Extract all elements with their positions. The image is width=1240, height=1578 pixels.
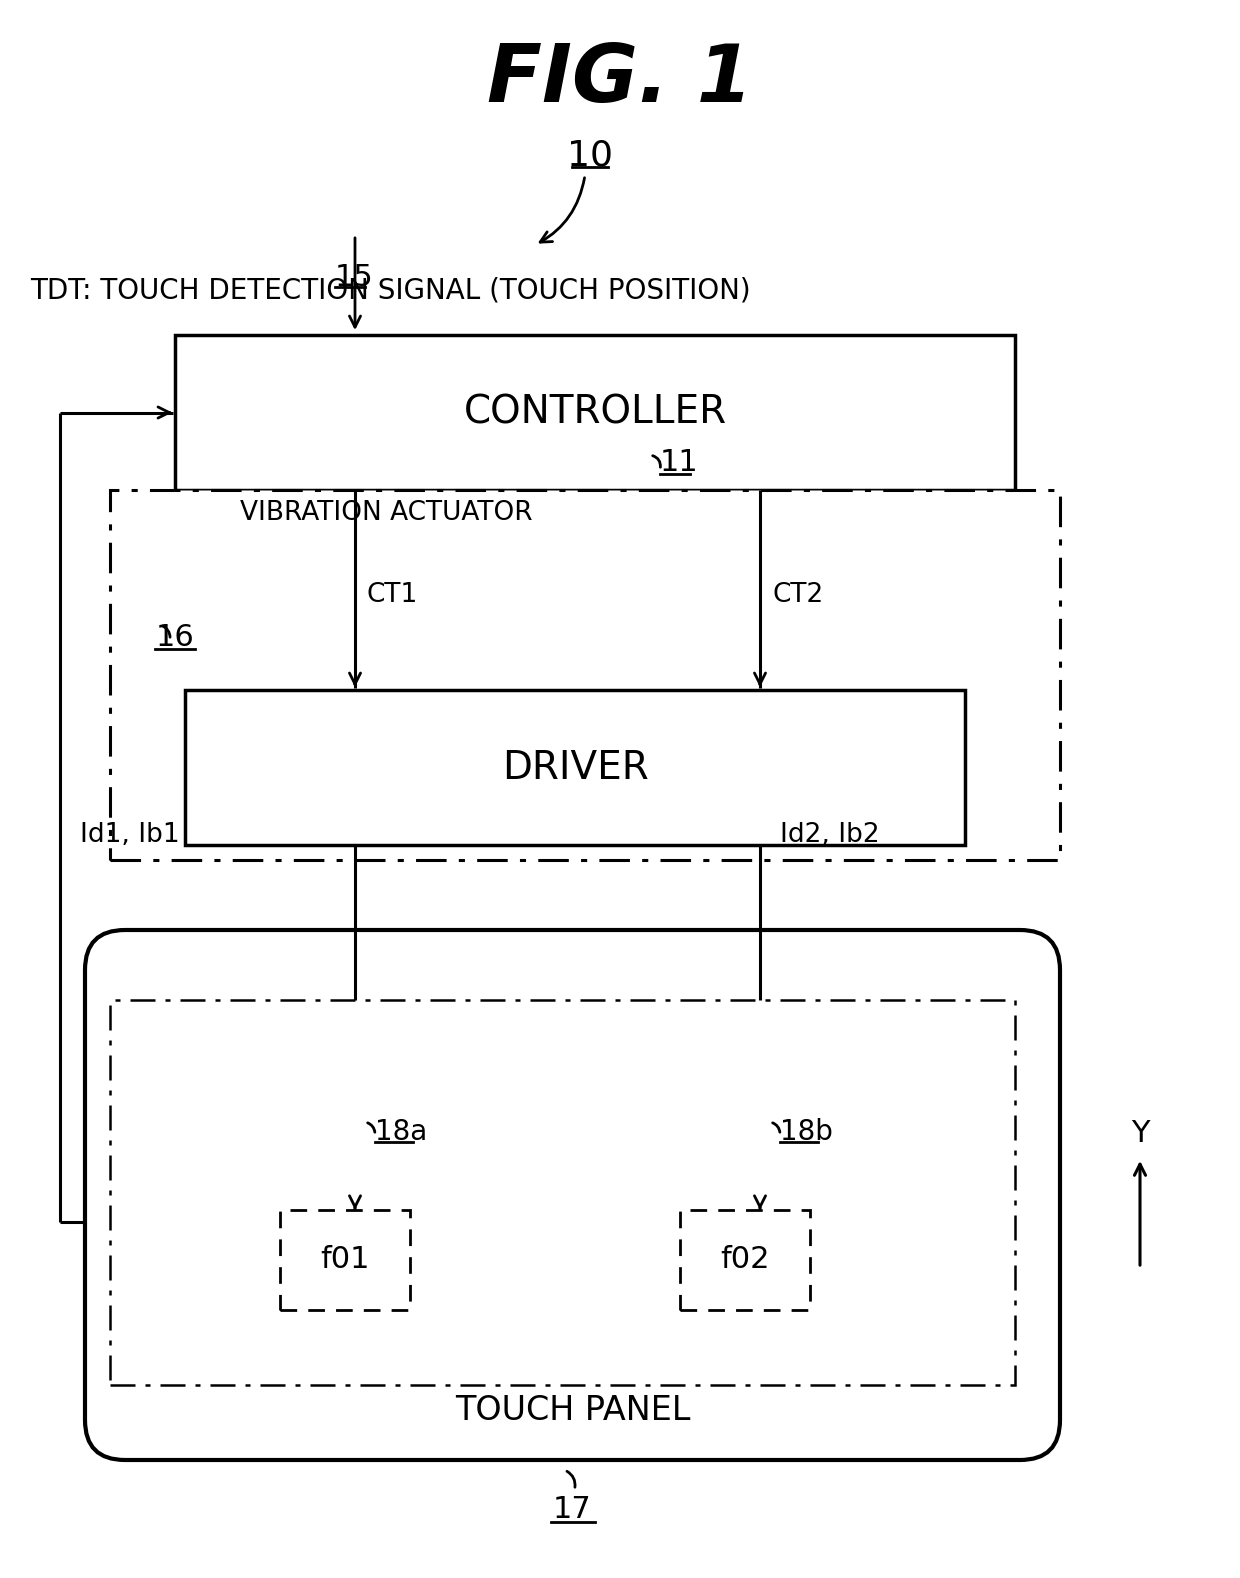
Text: Id2, Ib2: Id2, Ib2 xyxy=(780,822,879,847)
Text: TDT: TOUCH DETECTION SIGNAL (TOUCH POSITION): TDT: TOUCH DETECTION SIGNAL (TOUCH POSIT… xyxy=(30,276,750,305)
Text: 15: 15 xyxy=(335,262,373,292)
Bar xyxy=(110,491,1060,860)
Text: Id1, Ib1: Id1, Ib1 xyxy=(81,822,180,847)
Bar xyxy=(680,1210,810,1310)
Text: CT2: CT2 xyxy=(773,582,823,608)
Bar xyxy=(280,1210,410,1310)
Text: 18b: 18b xyxy=(780,1117,833,1146)
Text: f01: f01 xyxy=(320,1245,370,1275)
Bar xyxy=(175,335,1016,491)
FancyBboxPatch shape xyxy=(86,929,1060,1460)
Text: 17: 17 xyxy=(553,1496,591,1524)
Text: f02: f02 xyxy=(720,1245,770,1275)
Text: 10: 10 xyxy=(567,137,613,172)
Text: 11: 11 xyxy=(660,448,699,477)
Text: FIG. 1: FIG. 1 xyxy=(487,41,753,118)
Text: 16: 16 xyxy=(156,622,195,652)
Bar xyxy=(110,1000,1016,1385)
Text: CONTROLLER: CONTROLLER xyxy=(464,393,727,431)
Text: VIBRATION ACTUATOR: VIBRATION ACTUATOR xyxy=(241,500,533,525)
Text: TOUCH PANEL: TOUCH PANEL xyxy=(455,1393,691,1427)
Text: Y: Y xyxy=(1131,1119,1149,1147)
Text: CT1: CT1 xyxy=(367,582,418,608)
Text: DRIVER: DRIVER xyxy=(502,748,649,786)
Bar xyxy=(185,690,965,844)
Text: 18a: 18a xyxy=(374,1117,428,1146)
